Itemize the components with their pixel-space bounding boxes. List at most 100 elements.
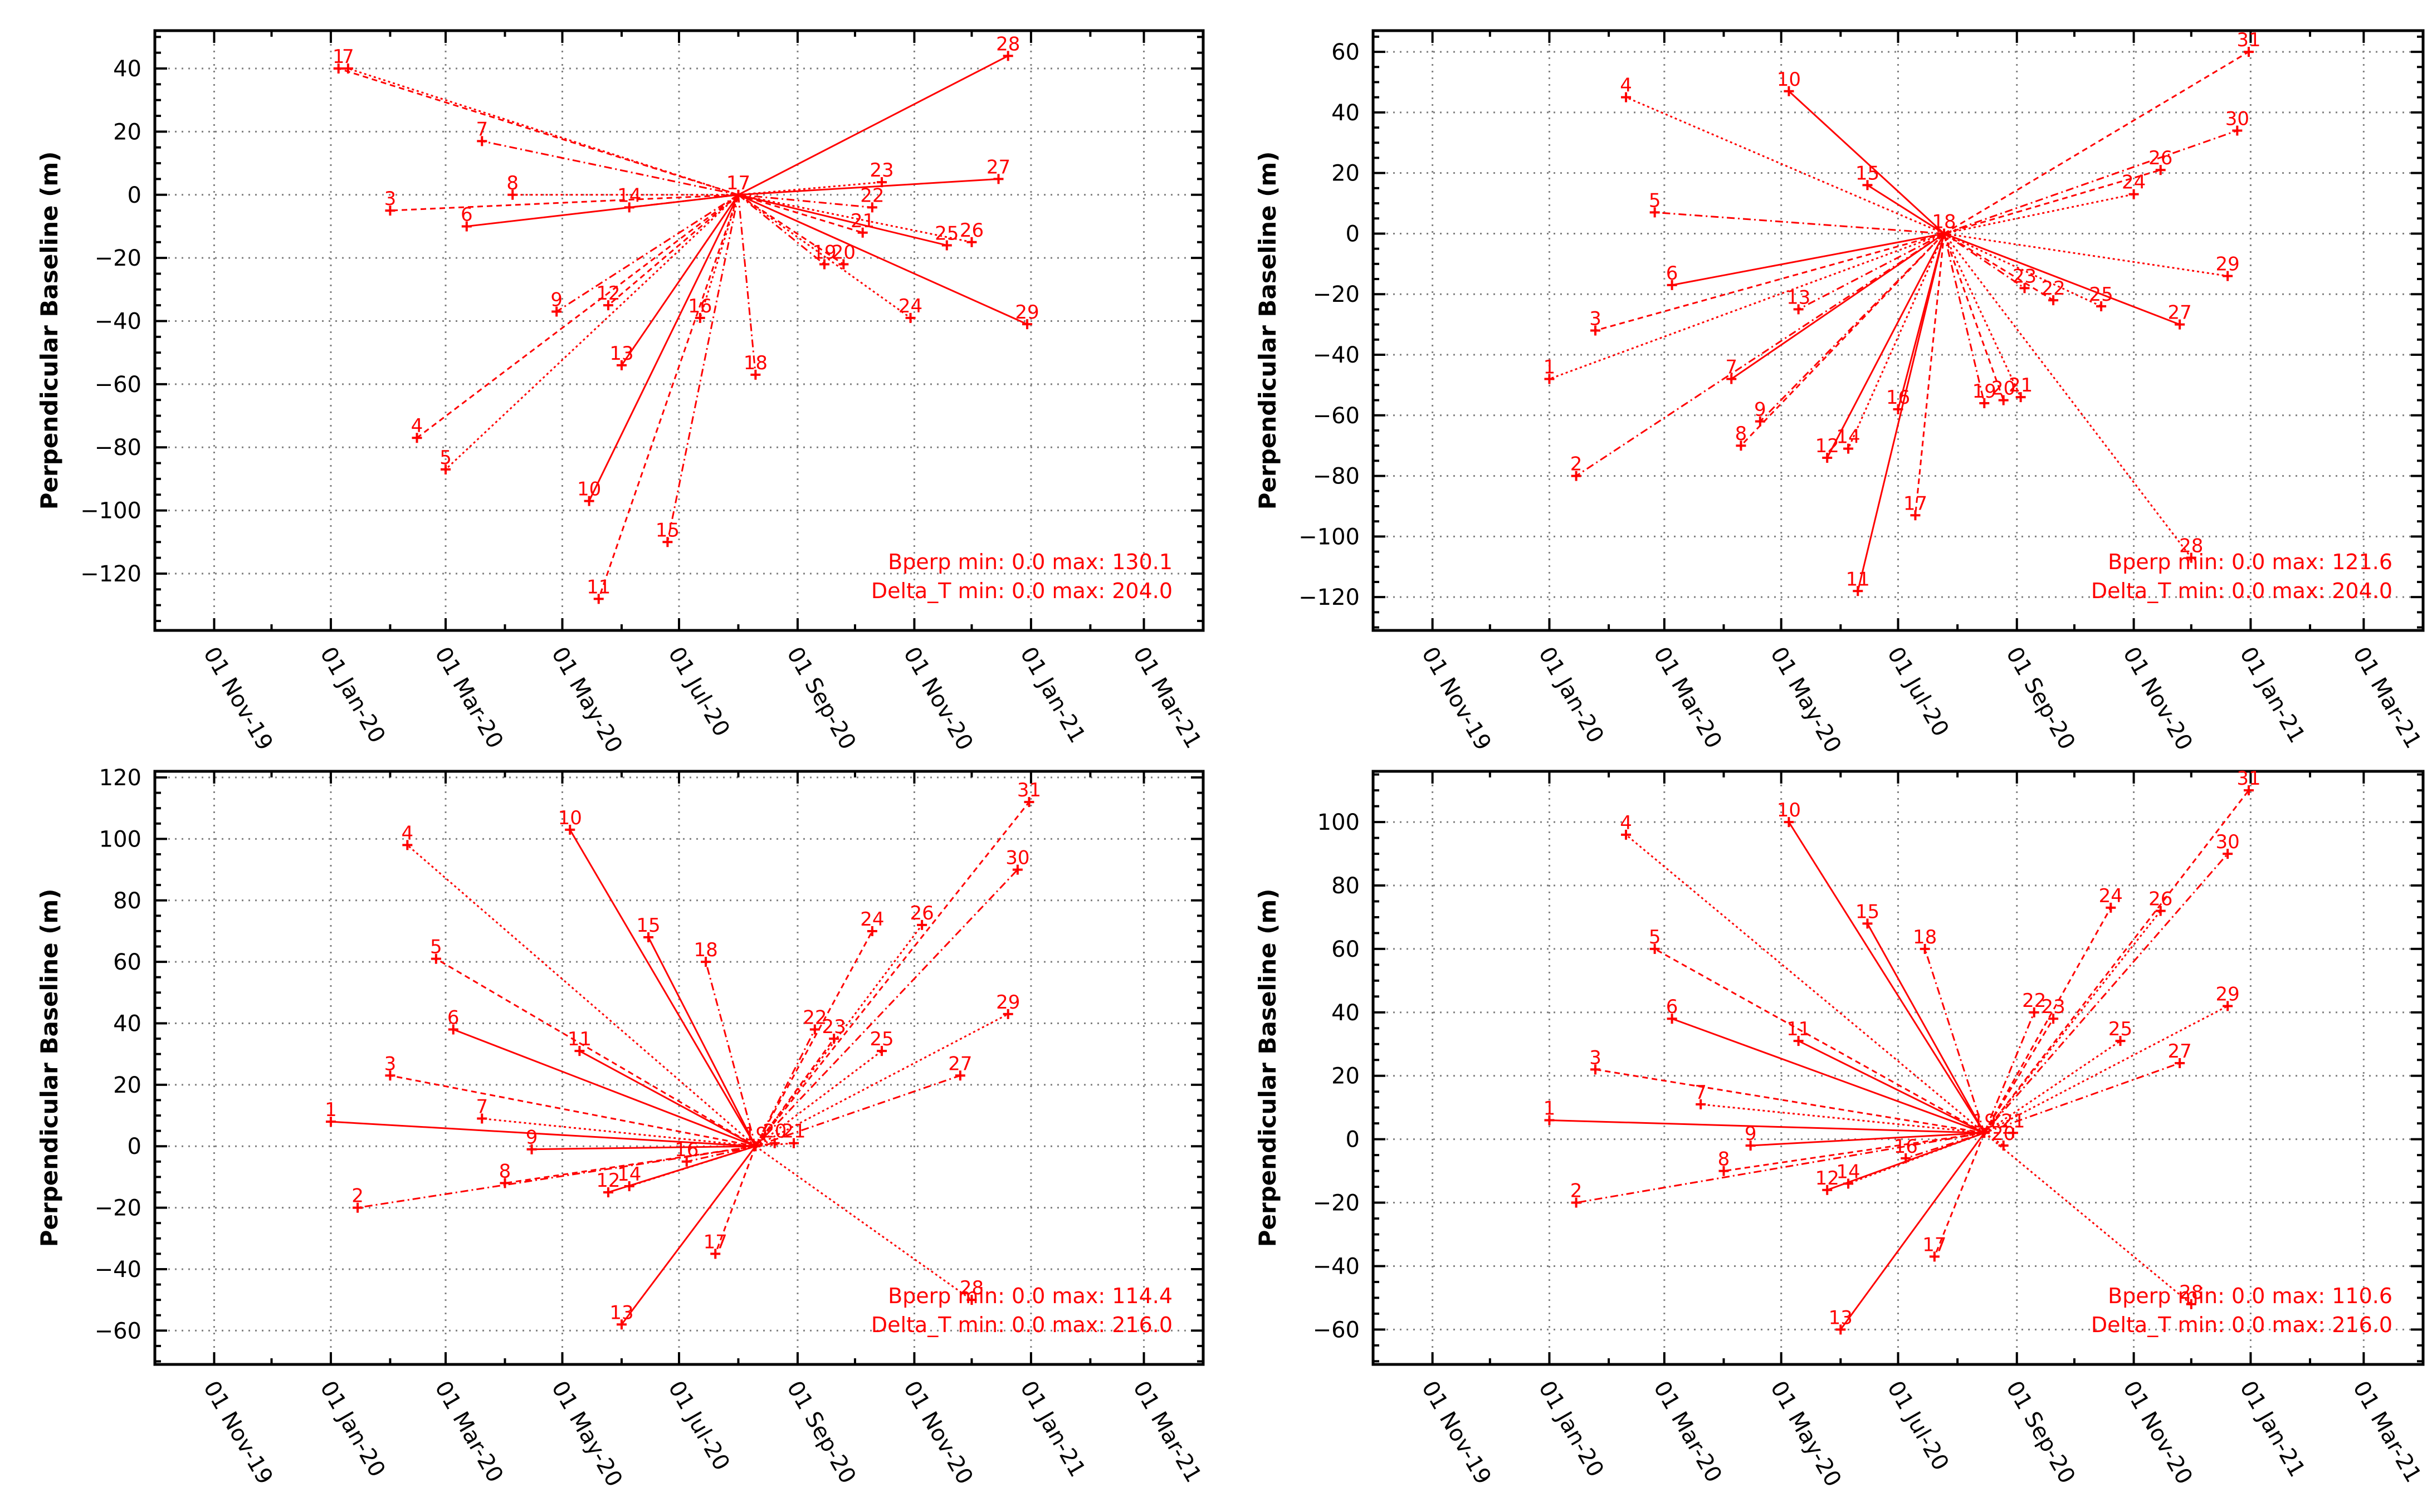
acquisition-marker [2223, 849, 2233, 859]
acquisition-label: 7 [1725, 356, 1737, 379]
acquisition-label: 20 [763, 1120, 787, 1143]
acquisition-label: 22 [803, 1007, 827, 1029]
x-tick-label: 01 Mar-20 [429, 643, 508, 753]
baseline-line [1788, 90, 1945, 234]
acquisition-label: 28 [2179, 535, 2203, 557]
y-tick-label: 20 [113, 119, 141, 145]
baseline-line [1549, 1119, 1985, 1134]
baseline-line [705, 961, 756, 1147]
acquisition-label: 15 [656, 519, 680, 541]
x-tick-label: 01 Jul-20 [1882, 1377, 1954, 1475]
acquisition-marker [1544, 1115, 1555, 1126]
chart-panel-top-left: 40 20 0 −20 −40 −60 −80 −100 −120 01 Nov-19 01 Jan… [36, 29, 1207, 757]
y-tick-label: −20 [1313, 1191, 1360, 1216]
acquisition-marker [857, 227, 868, 238]
acquisition-marker [2175, 1058, 2185, 1068]
y-tick-label: 40 [1331, 1000, 1360, 1026]
baseline-line [1984, 853, 2229, 1134]
acquisition-marker [993, 174, 1004, 184]
acquisition-marker [789, 1138, 799, 1148]
acquisition-marker [769, 1138, 780, 1148]
delta-t-stats: Delta_T min: 0.0 max: 204.0 [871, 579, 1173, 603]
x-tick-label: 01 Jan-21 [1015, 643, 1090, 747]
acquisition-label: 5 [439, 447, 452, 469]
acquisition-marker [584, 496, 594, 506]
baseline-line [357, 1145, 756, 1209]
acquisition-label: 20 [832, 241, 856, 263]
acquisition-marker [1793, 1036, 1804, 1046]
acquisition-label: 28 [2179, 1281, 2203, 1304]
acquisition-marker [867, 202, 877, 213]
acquisition-marker [1736, 441, 1746, 451]
baseline-line [1740, 233, 1945, 447]
acquisition-marker [624, 202, 634, 213]
acquisition-label: 31 [2236, 29, 2260, 51]
baseline-line [755, 1074, 961, 1147]
acquisition-label: 27 [2168, 302, 2192, 324]
acquisition-label: 24 [2099, 885, 2123, 907]
acquisition-label: 30 [1005, 847, 1029, 869]
baseline-line [621, 194, 739, 366]
plot-frame [153, 770, 1205, 1366]
acquisition-marker [1649, 943, 1660, 954]
acquisition-marker [565, 824, 575, 835]
acquisition-label: 19 [1972, 1110, 1996, 1132]
baseline-line [1933, 1132, 1985, 1257]
acquisition-label: 12 [1815, 1167, 1839, 1190]
y-axis-label: Perpendicular Baseline (m) [1254, 889, 1281, 1247]
baseline-line [453, 1029, 756, 1147]
acquisition-marker [2008, 1128, 2018, 1138]
acquisition-label: 30 [2216, 831, 2240, 853]
y-tick-label: −120 [80, 561, 141, 587]
acquisition-marker [829, 1034, 839, 1044]
acquisition-label: 9 [550, 288, 563, 311]
acquisition-label: 3 [1589, 308, 1601, 330]
baseline-line [755, 1013, 1009, 1147]
acquisition-label: 22 [2041, 277, 2065, 300]
acquisition-marker [877, 177, 887, 188]
y-tick-label: −40 [1313, 1254, 1360, 1279]
acquisition-label: 21 [2001, 1110, 2025, 1132]
acquisition-label: 11 [587, 576, 611, 598]
acquisition-label: 18 [744, 352, 768, 374]
acquisition-label: 16 [688, 295, 712, 317]
baseline-line [666, 194, 739, 542]
x-tick-label: 01 Jan-20 [315, 1377, 390, 1481]
delta-t-stats: Delta_T min: 0.0 max: 216.0 [871, 1313, 1173, 1337]
acquisition-label: 13 [1829, 1307, 1853, 1329]
acquisition-label: 22 [2022, 990, 2046, 1012]
baseline-line [738, 181, 882, 196]
baseline-line [1672, 232, 1945, 286]
y-tick-label: −60 [1313, 403, 1360, 429]
acquisition-marker [1784, 86, 1794, 96]
acquisition-marker [2232, 125, 2243, 136]
baseline-line [755, 1145, 973, 1301]
baseline-line [608, 1145, 756, 1193]
acquisition-label: 13 [1786, 286, 1810, 309]
acquisition-marker [1621, 92, 1632, 102]
acquisition-marker [2155, 906, 2166, 916]
baseline-line [482, 1118, 756, 1147]
acquisition-marker [1822, 1185, 1833, 1195]
acquisition-label: 7 [476, 118, 488, 140]
acquisition-label: 11 [1846, 568, 1870, 590]
baseline-line [621, 1146, 756, 1325]
acquisition-marker [2106, 902, 2116, 913]
acquisition-marker [1571, 1197, 1581, 1208]
y-tick-label: −100 [1298, 524, 1360, 550]
baseline-line [755, 1029, 816, 1147]
acquisition-marker [1590, 325, 1601, 336]
acquisition-marker [507, 189, 518, 200]
acquisition-label: 11 [1786, 1018, 1810, 1040]
acquisition-label: 26 [2148, 888, 2172, 911]
baseline-line [390, 194, 739, 212]
baseline-line [1575, 233, 1945, 477]
acquisition-marker [1726, 374, 1737, 384]
acquisition-marker [838, 259, 849, 270]
baseline-line [1943, 232, 2228, 277]
acquisition-label: 29 [996, 991, 1020, 1014]
acquisition-label: 17 [726, 172, 750, 194]
y-tick-label: −100 [80, 498, 141, 524]
baseline-line [1984, 910, 2161, 1134]
